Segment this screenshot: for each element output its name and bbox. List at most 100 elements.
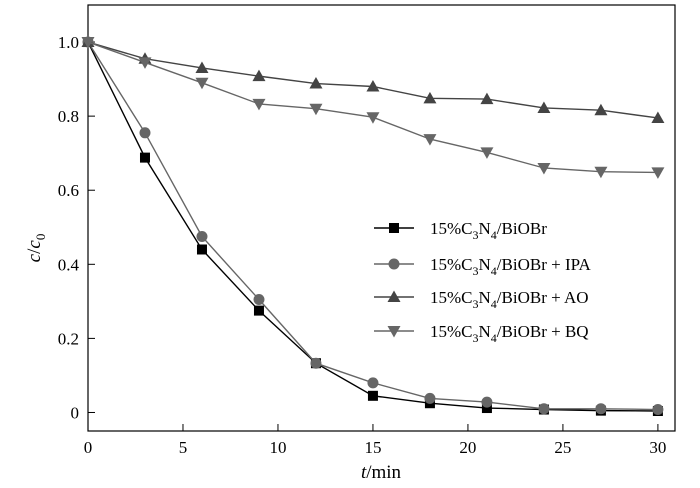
legend-label: 15%C3N4/BiOBr + IPA [430,255,592,278]
legend-label-part: C [461,322,472,341]
data-point [594,166,608,179]
legend-entry: 15%C3N4/BiOBr [374,219,547,242]
y-tick-label: 1.0 [58,33,79,52]
data-point [651,111,665,123]
legend-entry: 15%C3N4/BiOBr + BQ [374,322,589,345]
y-tick-label: 0 [71,403,80,422]
data-point [594,103,608,116]
data-point [252,98,266,111]
x-axis-title: t/min [361,462,402,483]
legend-label-part: 3 [473,297,479,311]
legend-label-part: + BQ [547,322,589,341]
data-point [253,305,264,316]
data-point [367,377,379,389]
legend-label-part: /BiOBr [497,288,547,307]
legend-label-part: C [461,255,472,274]
data-point [480,92,494,105]
y-tick-label: 0.8 [58,107,79,126]
legend-label: 15%C3N4/BiOBr + AO [430,288,589,311]
data-point [139,152,150,163]
legend-label-part: C [461,288,472,307]
x-tick-label: 25 [554,438,571,457]
legend-label-part: 3 [473,264,479,278]
data-point [537,101,551,113]
legend-marker [389,223,399,233]
data-point [367,390,378,401]
legend-label-part: 15% [430,322,461,341]
data-point [310,357,322,369]
legend-label-part: 4 [491,264,497,278]
data-point [195,61,209,73]
legend-label-part: 15% [430,219,461,238]
legend-label-part: N [479,219,491,238]
series-line [87,41,658,412]
legend-marker [388,258,400,270]
series-2 [81,35,665,123]
series-1 [82,36,664,416]
data-point [538,403,550,415]
x-tick-label: 15 [364,438,381,457]
legend-label-part: /BiOBr [497,219,547,238]
legend-label-part: 15% [430,288,461,307]
data-point [81,37,95,49]
y-axis-title: c/c0 [24,234,48,263]
data-point [309,103,323,116]
y-tick-label: 0.2 [58,329,79,348]
legend-marker [387,326,401,338]
legend-label: 15%C3N4/BiOBr [430,219,547,242]
legend-label-part: + IPA [547,255,592,274]
legend-label-part: 4 [491,228,497,242]
x-tick-label: 0 [84,438,93,457]
axis-ticks: 0 5 10 15 20 25 30 0 0.2 0.4 0.6 0.8 1.0 [58,33,667,457]
data-point [253,293,265,305]
series-line [87,41,658,174]
legend-label-part: N [479,255,491,274]
series-line [87,41,658,411]
plot-frame [87,4,676,432]
data-point [309,77,323,89]
legend-label-part: /BiOBr [497,255,547,274]
data-point [423,134,437,146]
legend-label-part: N [479,288,491,307]
y-tick-label: 0.4 [58,255,80,274]
x-tick-label: 30 [649,438,666,457]
data-point [424,392,436,404]
legend-label: 15%C3N4/BiOBr + BQ [430,322,589,345]
data-point [652,404,664,416]
data-point [195,77,209,90]
data-point [366,79,380,92]
legend-entry: 15%C3N4/BiOBr + AO [374,288,589,311]
data-point [366,112,380,124]
data-point [138,57,152,69]
data-point [481,403,492,414]
data-point [252,69,266,82]
legend-label-part: 15% [430,255,461,274]
data-point [481,396,493,408]
data-point [423,91,437,104]
series-layer [81,35,665,416]
data-point [537,162,551,175]
legend-label-part: + AO [547,288,589,307]
data-point [196,231,208,243]
x-tick-label: 20 [459,438,476,457]
legend-label-part: 3 [473,228,479,242]
legend-label-part: /BiOBr [497,322,547,341]
x-tick-label: 10 [269,438,286,457]
data-point [139,127,151,139]
x-tick-label: 5 [179,438,188,457]
legend-label-part: 3 [473,331,479,345]
data-point [595,403,607,415]
legend-label-part: 4 [491,297,497,311]
data-point [196,244,207,255]
legend-marker [387,290,401,302]
legend-label-part: C [461,219,472,238]
legend-entry: 15%C3N4/BiOBr + IPA [374,255,592,278]
y-tick-label: 0.6 [58,181,79,200]
data-point [480,147,494,159]
legend-label-part: N [479,322,491,341]
legend-label-part: 4 [491,331,497,345]
series-3 [81,37,665,179]
series-0 [83,37,663,416]
